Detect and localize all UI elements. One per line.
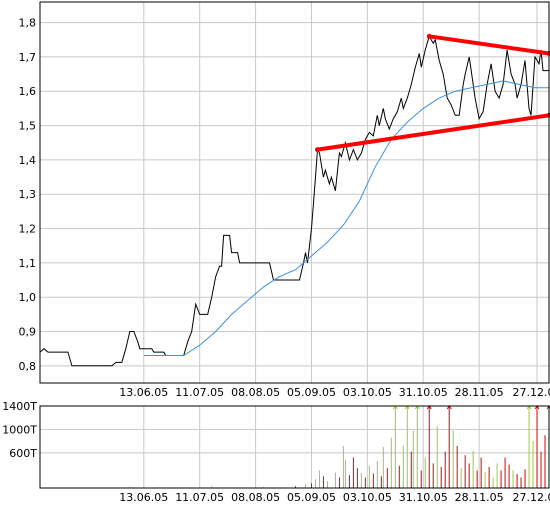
volume-y-tick-label: 600T bbox=[9, 447, 37, 460]
price-plot-frame bbox=[40, 2, 549, 383]
volume-x-tick-label: 03.10.05 bbox=[343, 491, 392, 504]
price-x-tick-label: 13.06.05 bbox=[119, 386, 168, 399]
price-x-tick-label: 28.11.05 bbox=[455, 386, 504, 399]
price-y-tick-label: 1,7 bbox=[19, 51, 37, 64]
volume-x-tick-label: 11.07.05 bbox=[175, 491, 224, 504]
price-y-tick-label: 1,2 bbox=[19, 223, 37, 236]
volume-x-tick-label: 27.12.05 bbox=[513, 491, 550, 504]
price-y-tick-label: 1,3 bbox=[19, 188, 37, 201]
volume-x-tick-label: 08.08.05 bbox=[231, 491, 280, 504]
volume-y-tick-label: 1000T bbox=[2, 423, 37, 436]
volume-x-tick-label: 31.10.05 bbox=[399, 491, 448, 504]
price-x-tick-label: 05.09.05 bbox=[287, 386, 336, 399]
volume-panel: 600T 1000T 1400T 13.06.05 11.07.05 08.08.05 05… bbox=[2, 400, 550, 504]
trendline-endpoint bbox=[427, 34, 432, 39]
price-panel: 0,8 0,9 1,0 1,1 1,2 1,3 1,4 1,5 1,6 1,7 1,8 13.06.0… bbox=[19, 2, 550, 399]
price-y-tick-label: 1,5 bbox=[19, 120, 37, 133]
volume-x-tick-label: 13.06.05 bbox=[119, 491, 168, 504]
trendline-endpoint bbox=[315, 147, 320, 152]
price-y-tick-label: 0,9 bbox=[19, 326, 37, 339]
volume-x-tick-label: 28.11.05 bbox=[455, 491, 504, 504]
price-y-tick-label: 1,1 bbox=[19, 257, 37, 270]
price-y-tick-label: 1,4 bbox=[19, 154, 37, 167]
price-y-tick-label: 1,8 bbox=[19, 17, 37, 30]
price-x-tick-label: 27.12.05 bbox=[513, 386, 550, 399]
price-x-tick-label: 03.10.05 bbox=[343, 386, 392, 399]
price-y-tick-label: 0,8 bbox=[19, 360, 37, 373]
volume-y-tick-label: 1400T bbox=[2, 400, 37, 413]
price-y-tick-label: 1,0 bbox=[19, 291, 37, 304]
price-x-tick-label: 08.08.05 bbox=[231, 386, 280, 399]
price-y-tick-label: 1,6 bbox=[19, 85, 37, 98]
price-x-tick-label: 11.07.05 bbox=[175, 386, 224, 399]
volume-x-tick-label: 05.09.05 bbox=[287, 491, 336, 504]
price-x-tick-label: 31.10.05 bbox=[399, 386, 448, 399]
